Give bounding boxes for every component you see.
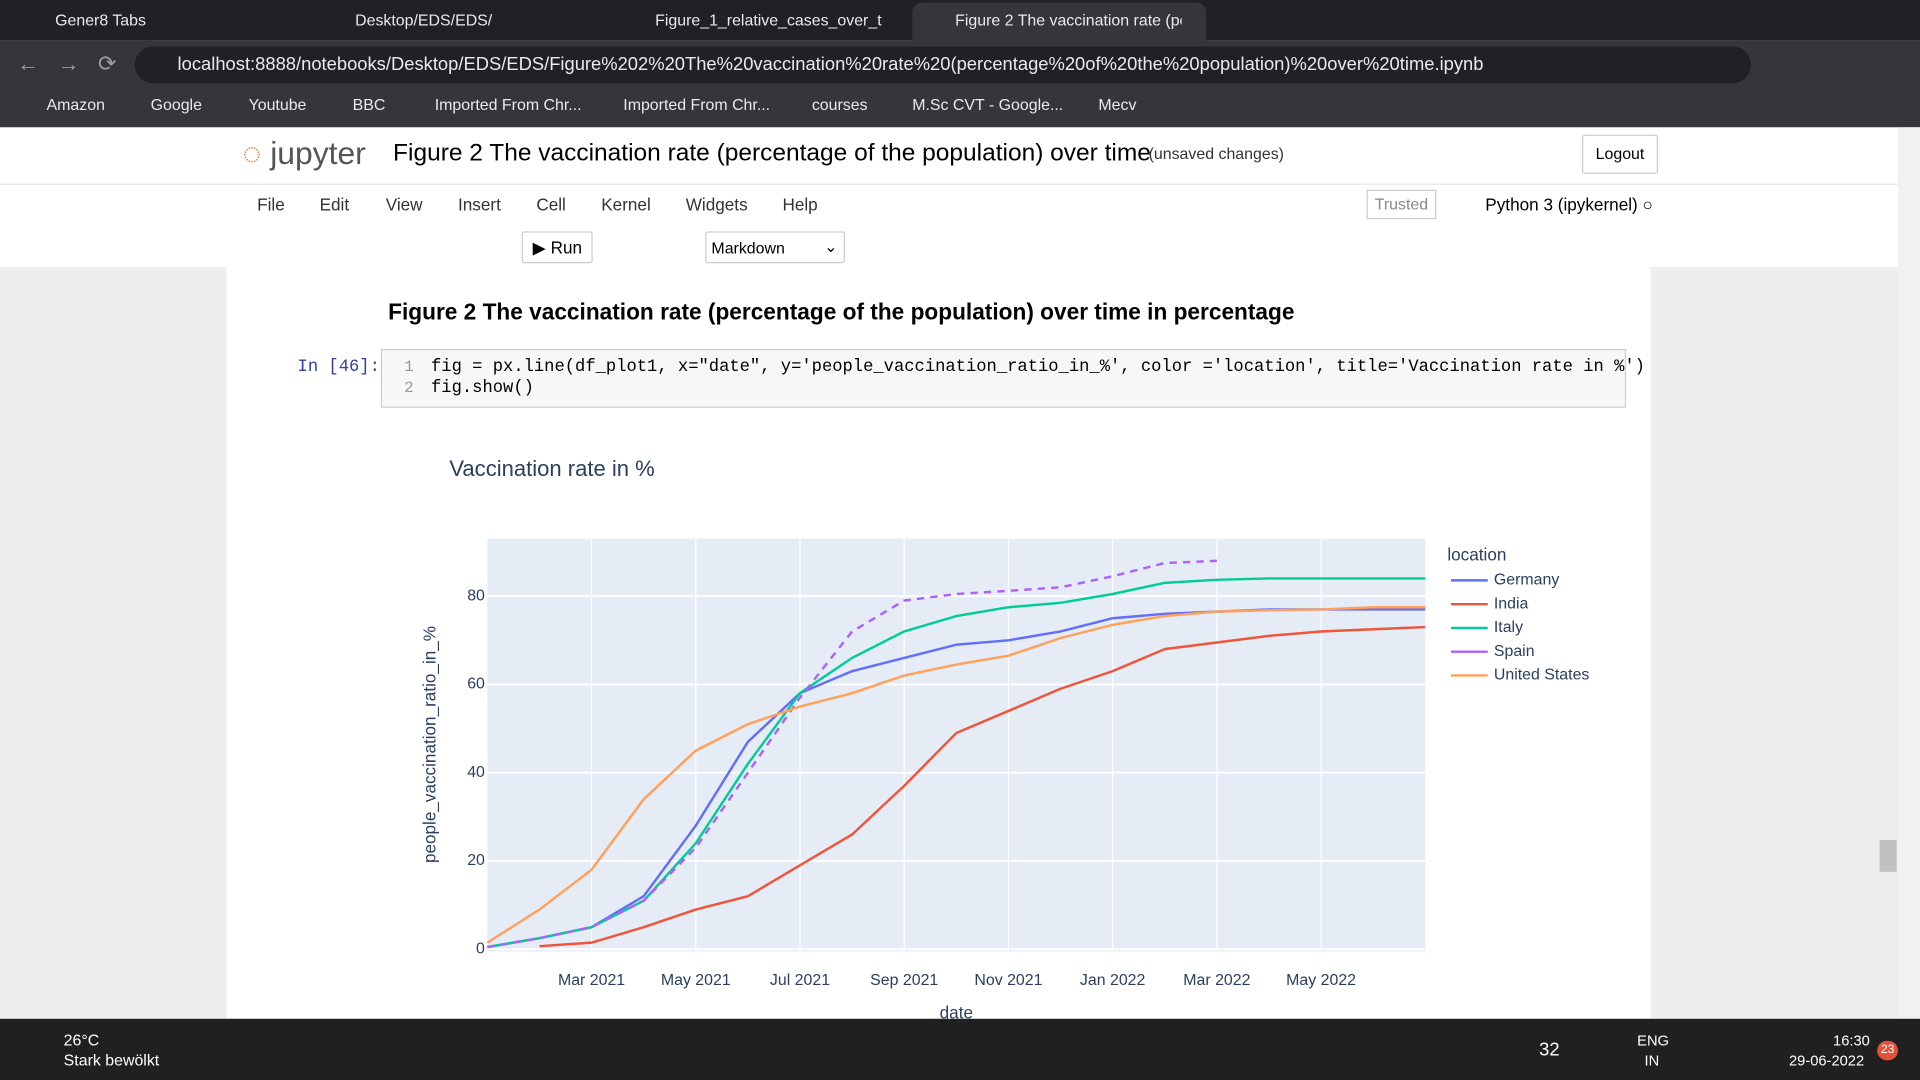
address-bar[interactable]	[134, 46, 1752, 84]
bookmark[interactable]: Google	[150, 95, 202, 114]
logo: ◌ jupyter	[242, 134, 366, 172]
tab-title[interactable]: Figure 2 The vaccination rate (pe	[955, 11, 1182, 30]
series-line	[486, 606, 1426, 944]
menu-item[interactable]: View	[385, 194, 423, 215]
cell-type: Markdown	[711, 238, 785, 258]
run-button[interactable]: ▶ Run	[521, 231, 593, 264]
menu-item[interactable]: Cell	[536, 194, 566, 215]
menu-item[interactable]: Insert	[457, 194, 501, 215]
tab-title[interactable]: Gener8 Tabs	[55, 11, 146, 30]
code-cell[interactable]	[380, 348, 1627, 408]
y-tick-label: 40	[467, 764, 485, 781]
bookmark[interactable]: Amazon	[46, 95, 105, 114]
x-axis-title: date	[940, 1002, 973, 1022]
x-tick-label: Jan 2022	[1080, 972, 1146, 989]
taskbar	[0, 1018, 1920, 1080]
y-tick-label: 0	[476, 940, 485, 957]
notebook-header	[0, 127, 1920, 185]
kernel-name: Python 3 (ipykernel)	[1485, 194, 1638, 215]
region: IN	[1644, 1051, 1660, 1069]
notebook-title[interactable]: Figure 2 The vaccination rate (percentag…	[393, 139, 1151, 167]
tab-title[interactable]: Figure_1_relative_cases_over_tim	[655, 11, 882, 30]
save-status: (unsaved changes)	[1148, 144, 1284, 163]
legend-label: Germany	[1494, 572, 1559, 589]
x-tick-label: Mar 2021	[558, 972, 625, 989]
markdown-heading: Figure 2 The vaccination rate (percentag…	[388, 298, 1295, 325]
legend-label: India	[1494, 595, 1529, 612]
x-tick-label: Sep 2021	[870, 972, 938, 989]
nav-buttons[interactable]: ← → ⟳	[17, 51, 117, 76]
series-line	[487, 559, 1217, 949]
weather: Stark bewölkt	[63, 1050, 160, 1069]
code-line: fig = px.line(df_plot1, x="date", y='peo…	[431, 357, 1645, 378]
y-tick-label: 20	[467, 852, 485, 869]
url[interactable]: localhost:8888/notebooks/Desktop/EDS/EDS…	[177, 55, 1484, 75]
line-number: 2	[404, 378, 414, 397]
x-tick-label: Nov 2021	[974, 972, 1042, 989]
bookmark[interactable]: BBC	[352, 95, 386, 114]
temperature: 26°C	[63, 1031, 100, 1050]
scroll-thumb[interactable]	[1879, 840, 1897, 872]
logo-text: jupyter	[270, 134, 366, 172]
menu-item[interactable]: File	[257, 194, 285, 215]
legend-title: location	[1447, 544, 1506, 564]
cell-type-select[interactable]: Markdown ⌄	[705, 231, 845, 264]
active-tab[interactable]	[912, 2, 1207, 41]
y-tick-label: 80	[467, 587, 485, 604]
scrollbar[interactable]	[1897, 127, 1920, 1019]
clock-time: 16:30	[1833, 1032, 1870, 1050]
run-label: Run	[550, 237, 583, 258]
tab-title[interactable]: Desktop/EDS/EDS/	[355, 11, 493, 30]
bookmark[interactable]: M.Sc CVT - Google...	[912, 95, 1064, 114]
kernel: Python 3 (ipykernel) ○	[1485, 194, 1653, 215]
bookmark[interactable]: courses	[811, 95, 868, 114]
code-line: fig.show()	[431, 378, 534, 398]
series-line	[539, 625, 1426, 948]
y-tick-label: 60	[467, 676, 485, 693]
x-tick-label: May 2022	[1286, 972, 1356, 989]
line-number: 1	[404, 357, 414, 376]
menu-item[interactable]: Help	[782, 194, 818, 215]
plot-area	[487, 538, 1426, 952]
legend-label: Spain	[1494, 643, 1535, 660]
menu-area	[0, 184, 1898, 267]
legend-label: Italy	[1494, 619, 1523, 636]
logout-button[interactable]: Logout	[1582, 134, 1658, 174]
language: ENG	[1637, 1032, 1669, 1050]
menu-item[interactable]: Edit	[319, 194, 350, 215]
bookmark[interactable]: Mecv	[1098, 95, 1137, 114]
chart-title: Vaccination rate in %	[449, 456, 654, 481]
menu-item[interactable]: Widgets	[685, 194, 748, 215]
bookmark[interactable]: Imported From Chr...	[623, 95, 771, 114]
clock-date: 29-06-2022	[1788, 1051, 1865, 1069]
x-tick-label: Jul 2021	[770, 972, 830, 989]
x-tick-label: Mar 2022	[1183, 972, 1250, 989]
trusted[interactable]: Trusted	[1366, 189, 1437, 220]
x-tick-label: May 2021	[661, 972, 731, 989]
menu-item[interactable]: Kernel	[601, 194, 651, 215]
tray-count: 32	[1539, 1039, 1560, 1061]
bookmark[interactable]: Imported From Chr...	[434, 95, 582, 114]
y-axis-title: people_vaccination_ratio_in_%	[420, 626, 440, 863]
bookmark[interactable]: Youtube	[248, 95, 307, 114]
prompt: In [46]:	[297, 357, 380, 378]
legend-label: United States	[1494, 667, 1590, 684]
notification-badge[interactable]: 23	[1877, 1040, 1899, 1061]
